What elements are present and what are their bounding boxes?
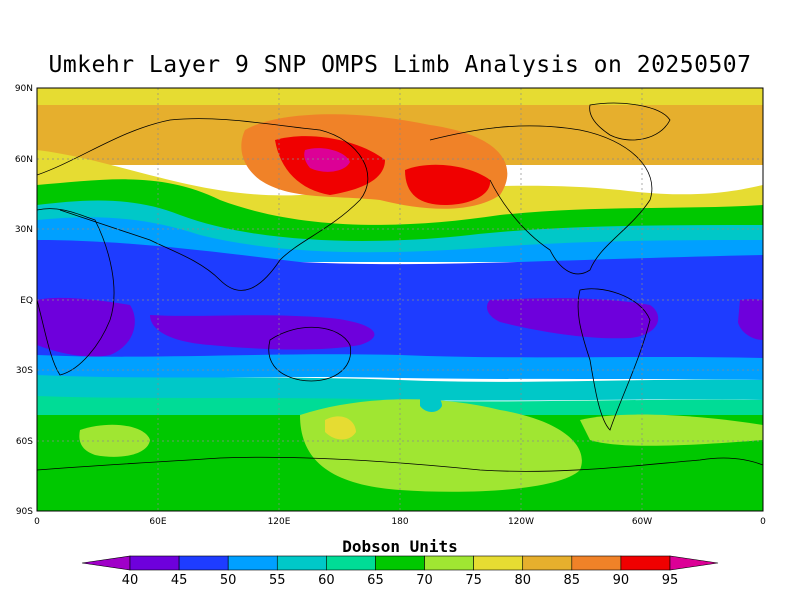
coast-eurasia: [37, 118, 369, 291]
colorbar-tick-label: 55: [269, 573, 286, 588]
coast-north-america: [429, 125, 653, 275]
lat-tick-label: 90N: [15, 84, 33, 94]
colorbar-tick-label: 90: [613, 573, 630, 588]
coast-africa: [37, 208, 115, 376]
band-south-teal-1: [37, 354, 763, 380]
colorbar: 40 45 50 55 60 65 70 75 80 85 90 95: [81, 555, 719, 588]
colorbar-end-high: [669, 555, 719, 571]
lat-tick-label: 60S: [16, 437, 33, 447]
coast-greenland: [589, 102, 671, 141]
coast-antarctica: [37, 456, 763, 472]
south-cyan-patch: [420, 395, 442, 412]
colorbar-tick-label: 65: [367, 573, 384, 588]
lon-axis: 0 60E 120E 180 120W 60W 0: [34, 517, 766, 527]
tropics-purple-indian: [150, 315, 375, 350]
colorbar-swatch: [178, 555, 229, 571]
tropics-purple-atlantic: [738, 299, 763, 340]
lon-tick-label: 0: [760, 517, 766, 527]
colorbar-swatch: [227, 555, 278, 571]
south-lime-atlantic: [580, 414, 763, 446]
lon-tick-label: 120E: [268, 517, 291, 527]
lat-tick-label: 90S: [16, 507, 33, 517]
lat-tick-label: 30S: [16, 366, 33, 376]
tropics-purple-africa: [37, 297, 135, 357]
coast-south-america: [577, 288, 651, 431]
coast-australia: [268, 326, 352, 382]
lon-tick-label: 0: [34, 517, 40, 527]
colorbar-swatch: [326, 555, 376, 571]
colorbar-tick-label: 50: [220, 573, 237, 588]
south-lime-pacific: [300, 399, 582, 492]
lon-tick-label: 60E: [149, 517, 166, 527]
tropics-purple-pacific: [487, 298, 659, 339]
colorbar-swatch: [424, 555, 474, 571]
lat-axis: 90N 60N 30N EQ 30S 60S 90S: [15, 84, 33, 517]
hotspot-magenta: [304, 148, 350, 172]
map-frame: [36, 87, 764, 512]
hotspot-red-2: [405, 164, 491, 205]
band-south-cyan: [37, 375, 763, 401]
colorbar-swatch: [522, 555, 573, 571]
band-north-blue-light: [37, 217, 763, 262]
south-lime-indian: [79, 424, 150, 457]
colorbar-tick-label: 45: [171, 573, 188, 588]
coastlines: [37, 102, 763, 472]
colorbar-swatch: [276, 555, 327, 571]
colorbar-tick-label: 40: [122, 573, 139, 588]
colorbar-title: Dobson Units: [342, 537, 458, 556]
colorbar-tick-label: 70: [416, 573, 433, 588]
lon-tick-label: 120W: [508, 517, 534, 527]
lon-tick-label: 60W: [632, 517, 652, 527]
colorbar-swatch: [620, 555, 671, 571]
grid: [37, 88, 763, 511]
lat-tick-label: 30N: [15, 225, 33, 235]
map-title: Umkehr Layer 9 SNP OMPS Limb Analysis on…: [48, 52, 752, 78]
colorbar-swatch: [129, 555, 180, 571]
colorbar-swatch: [375, 555, 425, 571]
colorbar-swatch: [473, 555, 524, 571]
south-yellow-patch: [325, 416, 356, 440]
lon-tick-label: 180: [391, 517, 408, 527]
colorbar-tick-label: 85: [564, 573, 581, 588]
colorbar-tick-label: 80: [514, 573, 531, 588]
colorbar-swatch: [571, 555, 622, 571]
lat-tick-label: EQ: [20, 296, 33, 306]
colorbar-end-low: [81, 555, 131, 571]
lat-tick-label: 60N: [15, 155, 33, 165]
colorbar-tick-label: 75: [465, 573, 482, 588]
colorbar-tick-label: 60: [318, 573, 335, 588]
colorbar-tick-label: 95: [662, 573, 679, 588]
